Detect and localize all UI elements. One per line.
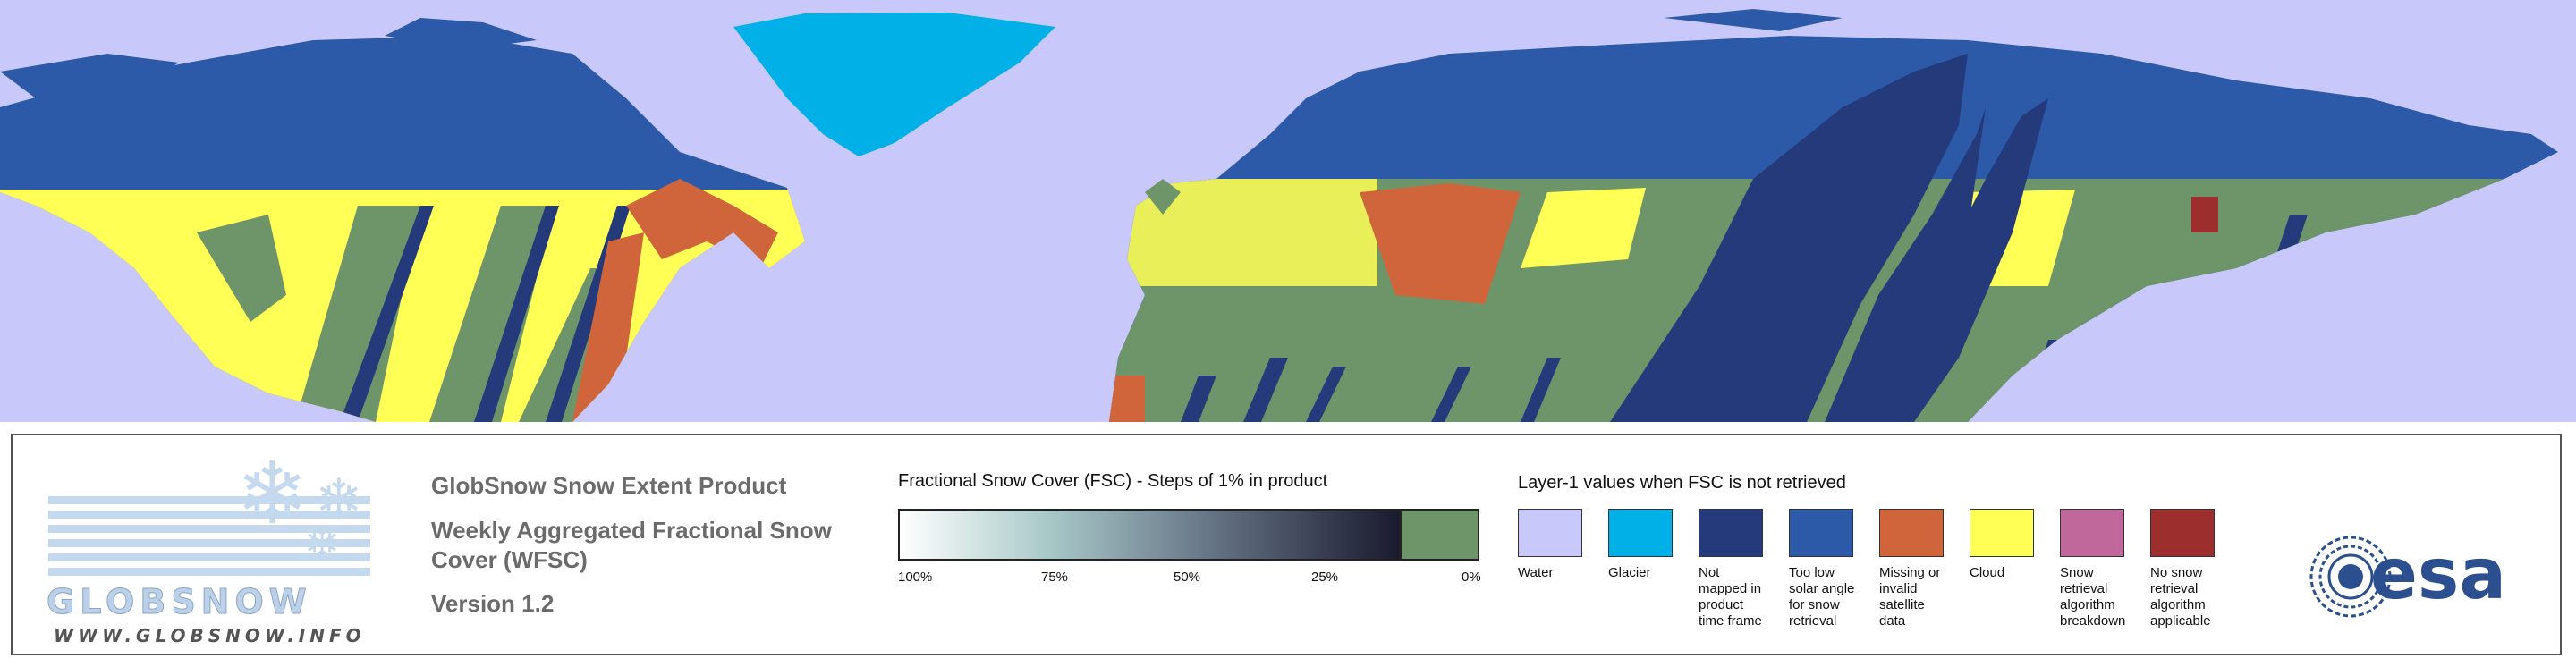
snowflake-icon: ❄ [236, 446, 309, 542]
layer1-label-line: Missing or [1879, 565, 1941, 580]
esa-rings-icon [2309, 536, 2392, 618]
layer1-swatch [2150, 509, 2215, 557]
snow-cover-map [0, 0, 2576, 422]
snowflake-icon: ❄ [304, 520, 341, 568]
fsc-tick-label: 75% [1041, 570, 1069, 585]
globsnow-stripes-icon [48, 496, 370, 576]
product-subtitle-line2: Cover (WFSC) [431, 546, 588, 573]
layer1-label-line: breakdown [2060, 613, 2126, 629]
layer1-label-line: retrieval [1789, 613, 1837, 629]
fsc-tick-label: 0% [1462, 570, 1481, 585]
layer1-swatch [1970, 509, 2034, 557]
layer1-swatch-label: No snow retrieval algorithm applicable [2150, 565, 2231, 629]
layer1-label-line: for snow [1789, 597, 1840, 612]
layer1-swatch [1518, 509, 1582, 557]
layer1-swatch-label: Water [1518, 565, 1598, 581]
layer1-swatch [1699, 509, 1763, 557]
layer1-swatch-label: Snow retrieval algorithm breakdown [2060, 565, 2140, 629]
fsc-tick-label: 100% [898, 570, 933, 585]
layer1-label-line: Not [1699, 565, 1720, 580]
layer1-label-line: retrieval [2150, 581, 2199, 596]
fsc-gradient-bar [898, 509, 1401, 561]
layer1-label-line: No snow [2150, 565, 2203, 580]
greenland-glacier [733, 13, 1055, 156]
layer1-label-line: algorithm [2150, 597, 2206, 612]
layer1-legend-title: Layer-1 values when FSC is not retrieved [1518, 473, 1846, 493]
globsnow-url[interactable]: WWW.GLOBSNOW.INFO [54, 625, 366, 646]
layer1-label-line: invalid satellite [1879, 581, 1925, 612]
layer1-swatch-label: Cloud [1970, 565, 2050, 581]
layer1-label-line: algorithm [2060, 597, 2115, 612]
layer1-label-line: Too low [1789, 565, 1835, 580]
layer1-label-line: Cloud [1970, 565, 2005, 580]
layer1-swatch-label: Missing or invalid satellite data [1879, 565, 1960, 629]
layer1-label-line: Snow retrieval [2060, 565, 2108, 596]
fsc-scale-title: Fractional Snow Cover (FSC) - Steps of 1… [898, 471, 1328, 491]
layer1-label-line: Water [1518, 565, 1554, 580]
layer1-label-line: solar angle [1789, 581, 1855, 596]
fsc-tick-label: 50% [1174, 570, 1201, 585]
layer1-swatch-label: Not mapped in product time frame [1699, 565, 1779, 629]
layer1-label-line: Glacier [1608, 565, 1651, 580]
layer1-swatch [2060, 509, 2124, 557]
layer1-label-line: applicable [2150, 613, 2211, 629]
layer1-swatch-label: Too low solar angle for snow retrieval [1789, 565, 1869, 629]
snowflake-icon: ❄ [315, 468, 363, 532]
layer1-swatch [1879, 509, 1944, 557]
fsc-zero-swatch [1401, 509, 1479, 561]
esa-logo: esa [2308, 534, 2549, 623]
layer1-label-line: product [1699, 597, 1744, 612]
layer1-swatch-label: Glacier [1608, 565, 1689, 581]
product-title: GlobSnow Snow Extent Product [431, 472, 787, 499]
product-subtitle-line1: Weekly Aggregated Fractional Snow [431, 517, 832, 544]
layer1-label-line: data [1879, 613, 1906, 629]
product-version: Version 1.2 [431, 590, 555, 617]
legend-panel: ❄ ❄ ❄ GLOBSNOW WWW.GLOBSNOW.INFO GlobSno… [11, 434, 2562, 655]
eurasia-landmass [1109, 9, 2558, 422]
layer1-swatch [1789, 509, 1853, 557]
globsnow-wordmark: GLOBSNOW [47, 582, 312, 622]
esa-wordmark: esa [2370, 535, 2506, 615]
fsc-tick-label: 25% [1311, 570, 1339, 585]
globsnow-logo: ❄ ❄ ❄ GLOBSNOW WWW.GLOBSNOW.INFO [38, 452, 395, 648]
layer1-swatch [1608, 509, 1673, 557]
layer1-label-line: mapped in [1699, 581, 1762, 596]
layer1-label-line: time frame [1699, 613, 1762, 629]
